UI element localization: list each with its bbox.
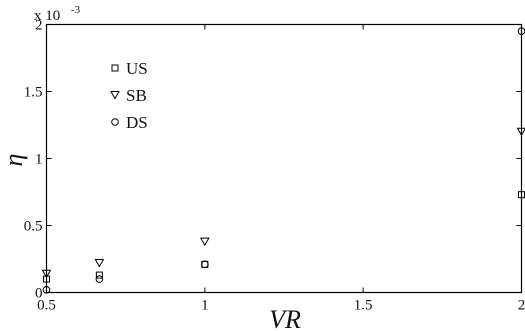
y-multiplier-label: x 10	[34, 8, 60, 24]
data-point-ds	[42, 286, 51, 294]
data-point-sb	[94, 259, 105, 268]
legend: US SB DS	[110, 59, 148, 132]
y-tick-label: 1	[35, 152, 43, 168]
x-tick-label: 1.5	[354, 298, 373, 314]
legend-marker-sb	[110, 91, 120, 100]
legend-label-sb: SB	[126, 86, 147, 105]
x-axis: 0.5 1 1.5 2	[37, 24, 525, 314]
data-point-us	[95, 271, 103, 279]
data-point-sb	[199, 237, 210, 247]
x-tick-label: 0.5	[37, 298, 56, 314]
data-point-us	[43, 275, 50, 283]
data-point-ds	[201, 260, 209, 269]
legend-marker-ds	[111, 118, 119, 126]
legend-label-ds: DS	[126, 113, 148, 132]
y-tick-label: 2	[35, 18, 43, 34]
legend-marker-us	[111, 64, 119, 72]
data-point-ds	[95, 275, 104, 283]
x-tick-label: 2	[518, 298, 525, 314]
x-tick-label: 1	[201, 298, 209, 314]
y-axis: 0 0.5 1 1.5 2	[24, 18, 522, 302]
y-tick-label: 0.5	[24, 219, 43, 235]
x-axis-label: VR	[269, 305, 301, 331]
y-tick-label: 1.5	[24, 85, 43, 101]
data-points	[41, 27, 525, 294]
y-tick-label: 0	[35, 286, 43, 302]
legend-label-us: US	[126, 59, 148, 78]
y-axis-label: η	[0, 154, 28, 167]
data-point-sb	[516, 127, 525, 137]
data-point-sb	[41, 269, 52, 279]
y-multiplier-exponent: -3	[71, 4, 81, 16]
